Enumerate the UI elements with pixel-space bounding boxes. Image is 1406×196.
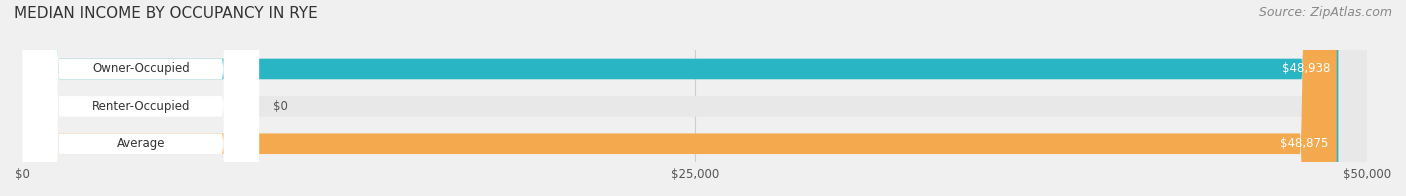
- Text: $48,875: $48,875: [1281, 137, 1329, 150]
- FancyBboxPatch shape: [22, 0, 1367, 196]
- FancyBboxPatch shape: [22, 0, 259, 196]
- FancyBboxPatch shape: [22, 0, 1367, 196]
- Text: Renter-Occupied: Renter-Occupied: [91, 100, 190, 113]
- FancyBboxPatch shape: [22, 0, 1339, 196]
- Text: $0: $0: [273, 100, 287, 113]
- Text: MEDIAN INCOME BY OCCUPANCY IN RYE: MEDIAN INCOME BY OCCUPANCY IN RYE: [14, 6, 318, 21]
- FancyBboxPatch shape: [22, 0, 259, 196]
- FancyBboxPatch shape: [22, 0, 1337, 196]
- Text: Source: ZipAtlas.com: Source: ZipAtlas.com: [1258, 6, 1392, 19]
- Text: Average: Average: [117, 137, 165, 150]
- FancyBboxPatch shape: [22, 0, 1367, 196]
- FancyBboxPatch shape: [22, 0, 259, 196]
- Text: Owner-Occupied: Owner-Occupied: [91, 63, 190, 75]
- Text: $48,938: $48,938: [1282, 63, 1330, 75]
